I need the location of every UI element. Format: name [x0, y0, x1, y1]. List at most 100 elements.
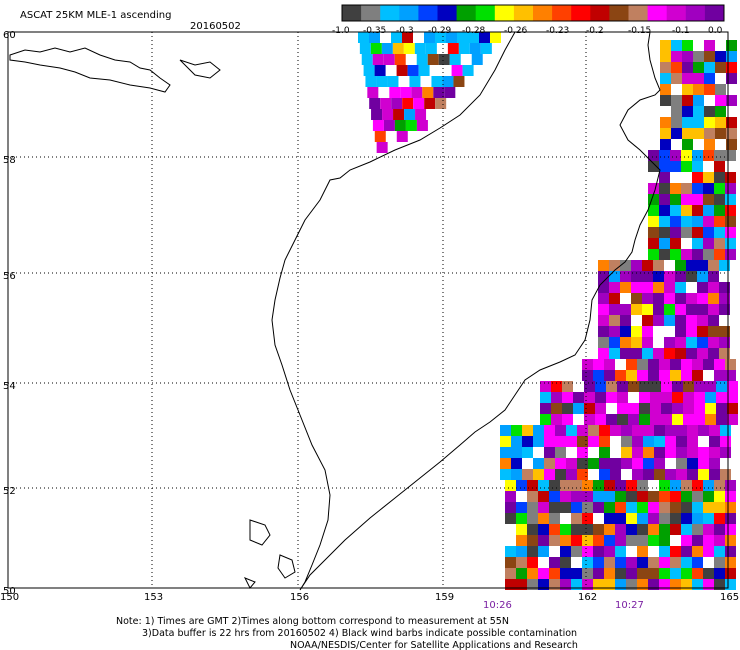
- swath-pixel: [593, 502, 604, 513]
- swath-pixel: [709, 458, 720, 469]
- swath-pixel: [672, 414, 683, 425]
- swath-pixel: [697, 271, 708, 282]
- swath-pixel: [642, 260, 653, 271]
- graticule: [7, 31, 729, 589]
- swath-pixel: [538, 579, 549, 590]
- swath-pixel: [708, 260, 719, 271]
- swath-pixel: [396, 131, 408, 142]
- swath-pixel: [693, 62, 704, 73]
- swath-pixel: [425, 43, 437, 54]
- colorbar-label: -0.23: [546, 26, 570, 36]
- swath-pixel: [697, 326, 708, 337]
- swath-pixel: [708, 337, 719, 348]
- swath-pixel: [549, 480, 560, 491]
- swath-pixel: [404, 109, 416, 120]
- swath-pixel: [686, 293, 697, 304]
- swath-pixel: [681, 183, 692, 194]
- swath-pixel: [659, 491, 670, 502]
- swath-pixel: [683, 392, 694, 403]
- swath-pixel: [664, 348, 675, 359]
- swath-pixel: [571, 535, 582, 546]
- swath-pixel: [615, 480, 626, 491]
- swath-pixel: [549, 513, 560, 524]
- swath-pixel: [637, 579, 648, 590]
- swath-pixel: [615, 502, 626, 513]
- swath-pixel: [727, 392, 738, 403]
- swath-pixel: [648, 183, 659, 194]
- swath-pixel: [610, 425, 621, 436]
- swath-pixel: [615, 568, 626, 579]
- swath-pixel: [593, 535, 604, 546]
- swath-pixel: [692, 546, 703, 557]
- swath-pixel: [725, 557, 736, 568]
- swath-pixel: [648, 205, 659, 216]
- swath-pixel: [714, 150, 725, 161]
- colorbar-swatch: [704, 5, 725, 21]
- swath-pixel: [620, 260, 631, 271]
- swath-pixel: [551, 403, 562, 414]
- swath-pixel: [692, 502, 703, 513]
- swath-pixel: [582, 491, 593, 502]
- colorbar-swatch: [628, 5, 649, 21]
- swath-pixel: [681, 161, 692, 172]
- swath-pixel: [686, 304, 697, 315]
- swath-pixel: [693, 73, 704, 84]
- colorbar-swatch: [666, 5, 687, 21]
- swath-pixel: [681, 513, 692, 524]
- swath-pixel: [438, 54, 450, 65]
- swath-pixel: [714, 216, 725, 227]
- swath-pixel: [709, 436, 720, 447]
- swath-pixel: [617, 392, 628, 403]
- swath-pixel: [703, 150, 714, 161]
- swath-pixel: [654, 469, 665, 480]
- swath-pixel: [505, 513, 516, 524]
- swath-pixel: [621, 447, 632, 458]
- colorbar-label: -0.1: [672, 26, 690, 36]
- swath-pixel: [383, 120, 395, 131]
- swath-pixel: [446, 32, 457, 43]
- swath-pixel: [621, 425, 632, 436]
- swath-pixel: [682, 106, 693, 117]
- swath-pixel: [648, 370, 659, 381]
- colorbar-swatch: [552, 5, 572, 21]
- swath-pixel: [671, 128, 682, 139]
- swath-pixel: [604, 370, 615, 381]
- swath-pixel: [609, 293, 620, 304]
- swath-pixel: [709, 425, 720, 436]
- swath-pixel: [631, 260, 642, 271]
- swath-pixel: [584, 392, 595, 403]
- swath-pixel: [676, 447, 687, 458]
- swath-pixel: [620, 315, 631, 326]
- swath-pixel: [675, 337, 686, 348]
- swath-pixel: [703, 513, 714, 524]
- longitude-label: 162: [578, 592, 598, 603]
- swath-pixel: [654, 436, 665, 447]
- swath-pixel: [715, 62, 726, 73]
- colorbar-swatch: [685, 5, 706, 21]
- swath-pixel: [413, 98, 425, 109]
- swath-pixel: [659, 216, 670, 227]
- swath-pixel: [516, 480, 527, 491]
- swath-pixel: [670, 227, 681, 238]
- swath-pixel: [661, 403, 672, 414]
- swath-pixel: [615, 513, 626, 524]
- swath-pixel: [703, 238, 714, 249]
- swath-pixel: [715, 117, 726, 128]
- swath-pixel: [451, 65, 463, 76]
- swath-pixel: [648, 557, 659, 568]
- latitude-label: 56: [3, 271, 16, 282]
- swath-pixel: [435, 32, 446, 43]
- swath-pixel: [382, 109, 394, 120]
- colorbar-swatch: [437, 5, 458, 21]
- swath-pixel: [577, 447, 588, 458]
- swath-pixel: [394, 120, 406, 131]
- swath-pixel: [527, 480, 538, 491]
- swath-pixel: [672, 392, 683, 403]
- swath-pixel: [505, 491, 516, 502]
- swath-pixel: [571, 502, 582, 513]
- swath-pixel: [626, 579, 637, 590]
- colorbar-swatch: [494, 5, 515, 21]
- colorbar-swatch: [418, 5, 438, 21]
- swath-pixel: [675, 315, 686, 326]
